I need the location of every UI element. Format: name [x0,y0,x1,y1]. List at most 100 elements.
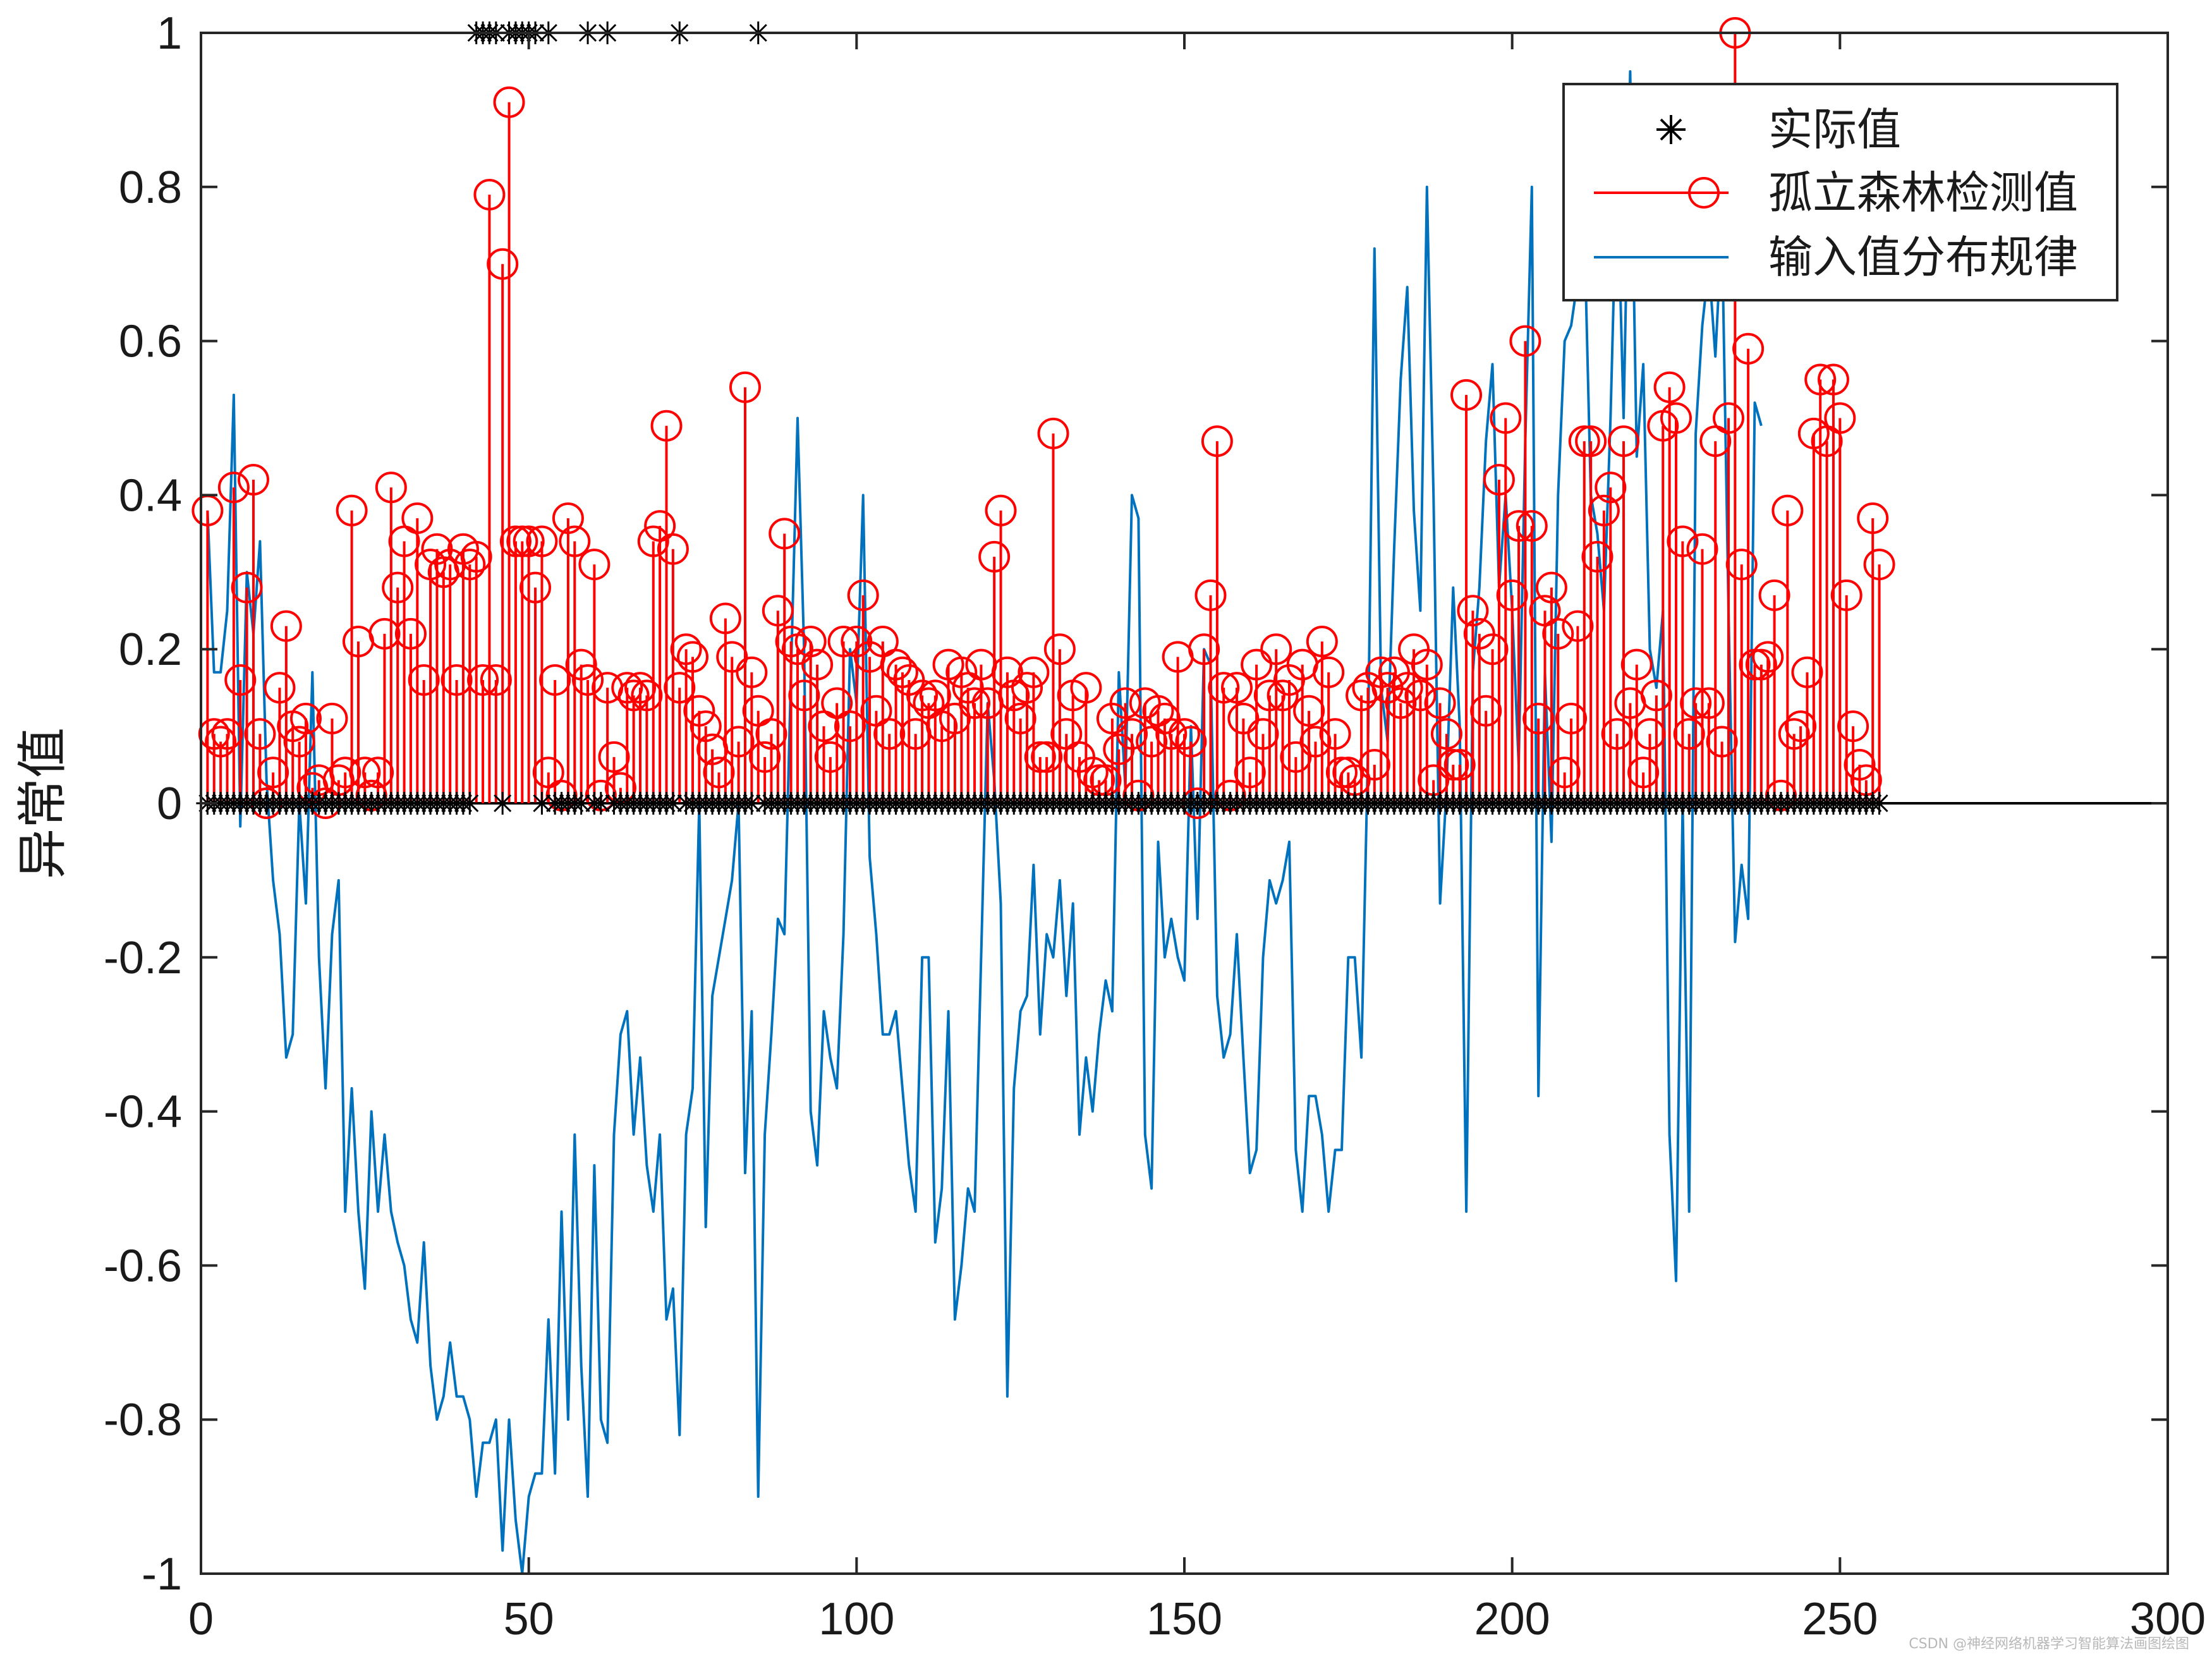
stem-marker [1280,741,1312,773]
stem-marker [375,471,407,504]
stem-marker [1169,718,1200,750]
stem-marker [886,656,918,688]
y-tick-label: -0.6 [104,1241,182,1291]
stem-marker [316,702,348,734]
stem-marker [572,664,604,696]
stem-marker [683,695,715,727]
watermark: CSDN @神经网络机器学习智能算法画图绘图 [1909,1636,2189,1652]
x-tick-label: 0 [188,1594,214,1644]
stem-marker [441,664,473,696]
stem-marker [945,656,978,688]
stem-marker [906,679,939,712]
stem-marker [336,494,368,526]
stem-marker [755,718,787,750]
stem-marker [703,757,735,789]
stem-marker [1620,648,1653,681]
stem-marker [985,494,1017,526]
stem-marker [991,656,1023,688]
stem-marker [801,648,834,681]
stem-marker [198,718,230,750]
stem-marker [539,664,571,696]
axis-ticks: 0 50 100 150 200 250 300 -1 -0.8 -0.6 -0.4 -0.2 0 0.2… [104,8,2206,1644]
stem-marker [289,702,322,734]
stem-marker [1863,549,1895,581]
stem-marker [1830,579,1863,611]
stem-marker [1247,718,1279,750]
stem-marker [1627,757,1660,789]
stem-marker [690,710,722,743]
stem-marker [749,741,781,773]
stem-marker [1148,702,1181,734]
x-tick-label: 200 [1474,1594,1550,1644]
stem-marker [217,471,250,504]
stem-marker [1660,402,1692,434]
stem-marker [762,595,794,627]
stem-marker [1509,325,1541,357]
stem-marker [1673,718,1705,750]
stem-marker [722,726,755,758]
stem-marker [650,410,683,442]
stem-marker [814,741,846,773]
stem-marker [978,540,1011,573]
stem-marker [1712,402,1744,434]
stem-marker [1194,579,1227,611]
stem-marker [677,641,708,673]
stem-marker [1011,672,1043,704]
x-tick-label: 100 [818,1594,894,1644]
stem-marker [847,579,879,611]
stem-marker [264,672,296,704]
stem-marker [1155,718,1188,750]
stem-marker [1109,687,1141,719]
stem-marker [487,248,519,280]
y-tick-label: 1 [157,8,182,59]
stem-marker [631,679,663,712]
stem-marker [1424,687,1456,719]
stem-marker [1260,633,1292,665]
stem-marker [1817,363,1849,396]
stem-marker [349,757,381,789]
stem-marker [919,679,951,712]
stem-marker [578,549,611,581]
actual-marker [491,792,514,815]
stem-marker [1725,549,1758,581]
stem-marker [1299,726,1332,758]
actual-marker [589,792,612,815]
stem-marker [637,525,669,557]
stem-marker [1188,633,1220,665]
stem-marker [211,718,243,750]
legend-label-input: 输入值分布规律 [1768,233,2078,282]
stem-marker [1575,425,1607,458]
stem-marker [1208,672,1240,704]
stem-marker [1778,718,1810,750]
stem-marker [283,726,315,758]
stem-marker [1470,695,1502,727]
stem-marker [617,679,650,712]
x-tick-label: 150 [1146,1594,1222,1644]
stem-marker [709,602,741,635]
stem-marker [1404,679,1437,712]
stem-marker [1680,687,1712,719]
stem-marker [1070,672,1102,704]
stem-marker [1686,533,1718,565]
stem-marker [1785,710,1817,743]
stem-marker [1588,494,1620,526]
y-tick-label: -0.8 [104,1395,182,1445]
stem-marker [873,718,906,750]
stem-marker [1548,757,1581,789]
stem-marker [1175,726,1207,758]
stem-marker [1857,502,1889,534]
stem-marker [1313,656,1345,688]
stem-marker [362,757,394,789]
stem-marker [499,525,532,557]
stem-marker [1234,757,1266,789]
stem-marker [1653,371,1686,403]
stem-marker [729,371,761,403]
detection-stem-layer [191,17,1895,819]
stem-marker [1771,494,1804,526]
stem-marker [1640,679,1672,712]
stem-marker [1483,464,1515,496]
y-tick-label: -0.4 [104,1087,182,1138]
stem-marker [1293,695,1325,727]
stem-marker [1319,718,1351,750]
